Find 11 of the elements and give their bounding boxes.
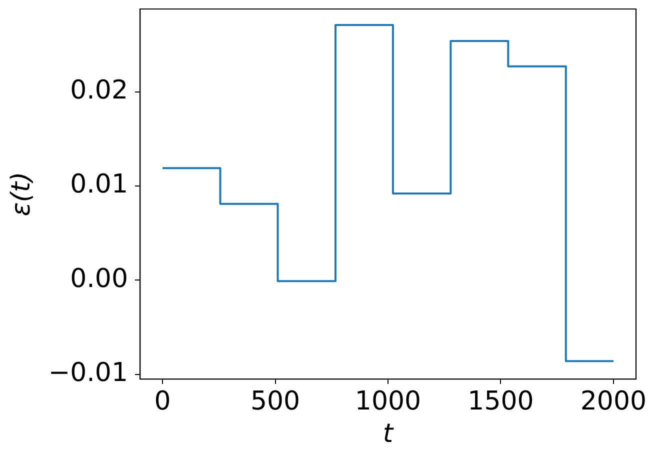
- y-axis-title: ε(t): [6, 172, 36, 216]
- x-tick-label: 0: [154, 386, 171, 416]
- y-tick-label: −0.01: [48, 358, 128, 388]
- y-tick-label: 0.02: [70, 76, 128, 106]
- x-tick-label: 2000: [580, 386, 647, 416]
- x-tick-label: 1000: [354, 386, 422, 416]
- x-tick-label: 500: [250, 386, 300, 416]
- x-tick-label: 1500: [468, 386, 534, 416]
- y-tick-label: 0.00: [70, 264, 128, 294]
- x-axis-title: t: [382, 419, 394, 450]
- y-tick-label: 0.01: [70, 170, 128, 200]
